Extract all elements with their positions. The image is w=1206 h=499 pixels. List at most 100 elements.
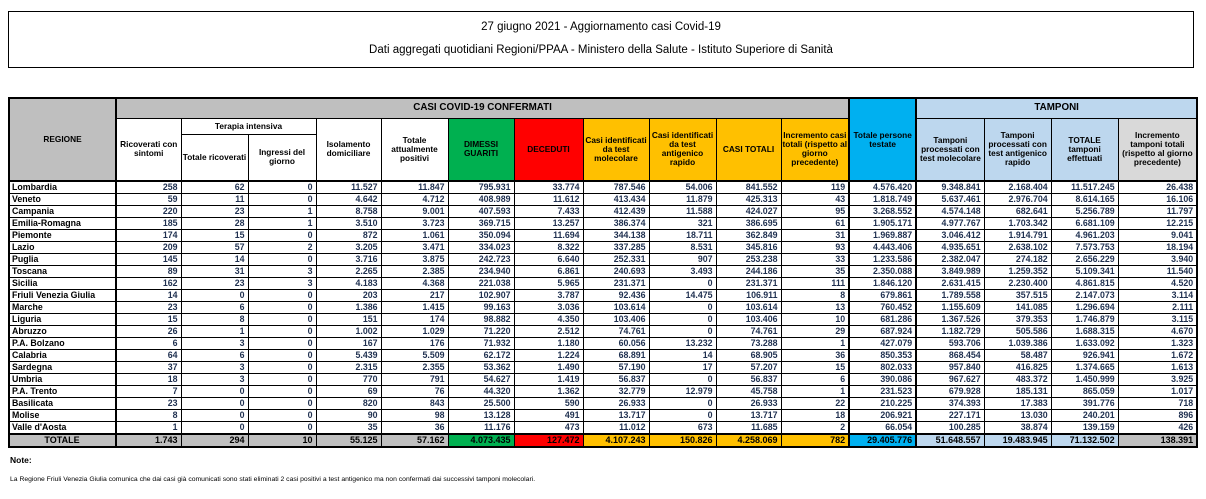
cell-totale_tamponi: 1.296.694 — [1050, 301, 1119, 314]
cell-totale_attualmente_positivi: 1.415 — [380, 301, 449, 314]
total-deceduti: 127.472 — [513, 433, 584, 448]
cell-tamponi_molecolare: 2.631.415 — [915, 277, 985, 290]
table-row: Friuli Venezia Giulia 14 0 0 203 217 102.907 3.… — [8, 289, 1198, 302]
cell-tamponi_antigenico: 2.168.404 — [983, 180, 1052, 194]
cell-incremento_tamponi: 26.438 — [1117, 180, 1198, 194]
cell-incremento_casi: 43 — [780, 193, 850, 206]
cell-ricoverati_con_sintomi: 1 — [115, 421, 182, 435]
table-row: Lazio 209 57 2 3.205 3.471 334.023 8.322 337.285… — [8, 241, 1198, 254]
cell-regione: Sicilia — [8, 277, 117, 290]
cell-incremento_tamponi: 1.017 — [1117, 385, 1198, 398]
cell-casi_totali: 57.207 — [715, 361, 782, 374]
cell-tamponi_molecolare: 227.171 — [915, 409, 985, 422]
cell-totale_attualmente_positivi: 843 — [380, 397, 449, 410]
cell-incremento_tamponi: 11.797 — [1117, 205, 1198, 218]
cell-casi_totali: 106.911 — [715, 289, 782, 302]
cell-ingressi_del_giorno: 0 — [247, 421, 317, 435]
cell-regione: Emilia-Romagna — [8, 217, 117, 230]
cell-incremento_casi: 13 — [780, 301, 850, 314]
total-isolamento_domiciliare: 55.125 — [315, 433, 382, 448]
cell-totale_persone_testate: 427.079 — [848, 337, 918, 350]
table-row: Molise 8 0 0 90 98 13.128 491 13.717 0 13.717 18 206… — [8, 409, 1198, 422]
total-casi_test_molecolare: 4.107.243 — [582, 433, 650, 448]
cell-incremento_tamponi: 1.613 — [1117, 361, 1198, 374]
cell-totale_attualmente_positivi: 176 — [380, 337, 449, 350]
cell-regione: Lombardia — [8, 180, 117, 194]
cell-ingressi_del_giorno: 0 — [247, 325, 317, 338]
cell-ricoverati_con_sintomi: 23 — [115, 397, 182, 410]
cell-totale_attualmente_positivi: 3.471 — [380, 241, 449, 254]
cell-totale_attualmente_positivi: 98 — [380, 409, 449, 422]
cell-ricoverati_con_sintomi: 185 — [115, 217, 182, 230]
cell-incremento_tamponi: 11.540 — [1117, 265, 1198, 278]
cell-tamponi_molecolare: 5.637.461 — [915, 193, 985, 206]
cell-tamponi_antigenico: 682.641 — [983, 205, 1052, 218]
cell-incremento_tamponi: 1.672 — [1117, 349, 1198, 362]
cell-ricoverati_con_sintomi: 7 — [115, 385, 182, 398]
cell-regione: Valle d'Aosta — [8, 421, 117, 435]
cell-casi_test_molecolare: 412.439 — [582, 205, 650, 218]
cell-regione: Calabria — [8, 349, 117, 362]
cell-dimessi_guariti: 13.128 — [447, 409, 515, 422]
cell-ricoverati_con_sintomi: 220 — [115, 205, 182, 218]
total-totale_tamponi: 71.132.502 — [1050, 433, 1119, 448]
cell-totale_ricoverati: 0 — [180, 409, 249, 422]
cell-totale_persone_testate: 390.086 — [848, 373, 918, 386]
cell-totale_ricoverati: 0 — [180, 397, 249, 410]
cell-totale_persone_testate: 802.033 — [848, 361, 918, 374]
cell-isolamento_domiciliare: 3.205 — [315, 241, 382, 254]
cell-deceduti: 6.640 — [513, 253, 584, 266]
report-subtitle: Dati aggregati quotidiani Regioni/PPAA -… — [369, 44, 833, 56]
cell-totale_tamponi: 1.746.879 — [1050, 313, 1119, 326]
cell-tamponi_antigenico: 58.487 — [983, 349, 1052, 362]
cell-casi_test_antigenico: 0 — [648, 397, 717, 410]
cell-ingressi_del_giorno: 0 — [247, 385, 317, 398]
cell-ingressi_del_giorno: 0 — [247, 253, 317, 266]
cell-ingressi_del_giorno: 1 — [247, 217, 317, 230]
column-header-regione: REGIONE — [8, 97, 117, 182]
cell-totale_tamponi: 5.109.341 — [1050, 265, 1119, 278]
cell-casi_test_antigenico: 0 — [648, 301, 717, 314]
total-regione: TOTALE — [8, 433, 117, 448]
cell-ricoverati_con_sintomi: 209 — [115, 241, 182, 254]
cell-deceduti: 6.861 — [513, 265, 584, 278]
cell-casi_test_molecolare: 240.693 — [582, 265, 650, 278]
column-header-dimessi-guariti: DIMESSI GUARITI — [447, 117, 515, 182]
cell-totale_persone_testate: 1.818.749 — [848, 193, 918, 206]
cell-totale_persone_testate: 1.969.887 — [848, 229, 918, 242]
cell-casi_test_molecolare: 103.614 — [582, 301, 650, 314]
cell-incremento_tamponi: 4.520 — [1117, 277, 1198, 290]
cell-casi_test_molecolare: 56.837 — [582, 373, 650, 386]
total-ricoverati_con_sintomi: 1.743 — [115, 433, 182, 448]
cell-totale_attualmente_positivi: 1.061 — [380, 229, 449, 242]
cell-tamponi_antigenico: 185.131 — [983, 385, 1052, 398]
cell-totale_persone_testate: 681.286 — [848, 313, 918, 326]
cell-totale_persone_testate: 679.861 — [848, 289, 918, 302]
column-header-tamponi-antigenico: Tamponi processati con test antigenico r… — [983, 117, 1052, 182]
cell-deceduti: 1.362 — [513, 385, 584, 398]
cell-incremento_casi: 33 — [780, 253, 850, 266]
cell-totale_attualmente_positivi: 11.847 — [380, 180, 449, 194]
column-header-attualmente-positivi: Totale attualmente positivi — [380, 117, 449, 182]
cell-casi_test_antigenico: 0 — [648, 409, 717, 422]
cell-totale_attualmente_positivi: 36 — [380, 421, 449, 435]
cell-incremento_casi: 93 — [780, 241, 850, 254]
cell-ricoverati_con_sintomi: 145 — [115, 253, 182, 266]
cell-incremento_casi: 18 — [780, 409, 850, 422]
cell-ricoverati_con_sintomi: 64 — [115, 349, 182, 362]
cell-totale_ricoverati: 28 — [180, 217, 249, 230]
cell-ricoverati_con_sintomi: 26 — [115, 325, 182, 338]
covid-data-table: REGIONE CASI COVID-19 CONFERMATI Totale … — [8, 97, 1199, 448]
cell-tamponi_antigenico: 1.914.791 — [983, 229, 1052, 242]
cell-casi_totali: 345.816 — [715, 241, 782, 254]
cell-tamponi_molecolare: 1.367.526 — [915, 313, 985, 326]
cell-regione: P.A. Trento — [8, 385, 117, 398]
cell-totale_ricoverati: 57 — [180, 241, 249, 254]
cell-tamponi_molecolare: 868.454 — [915, 349, 985, 362]
cell-ricoverati_con_sintomi: 59 — [115, 193, 182, 206]
cell-incremento_tamponi: 3.940 — [1117, 253, 1198, 266]
cell-dimessi_guariti: 44.320 — [447, 385, 515, 398]
cell-totale_persone_testate: 231.523 — [848, 385, 918, 398]
cell-incremento_tamponi: 12.215 — [1117, 217, 1198, 230]
group-header-terapia-intensiva: Terapia intensiva — [180, 117, 317, 135]
